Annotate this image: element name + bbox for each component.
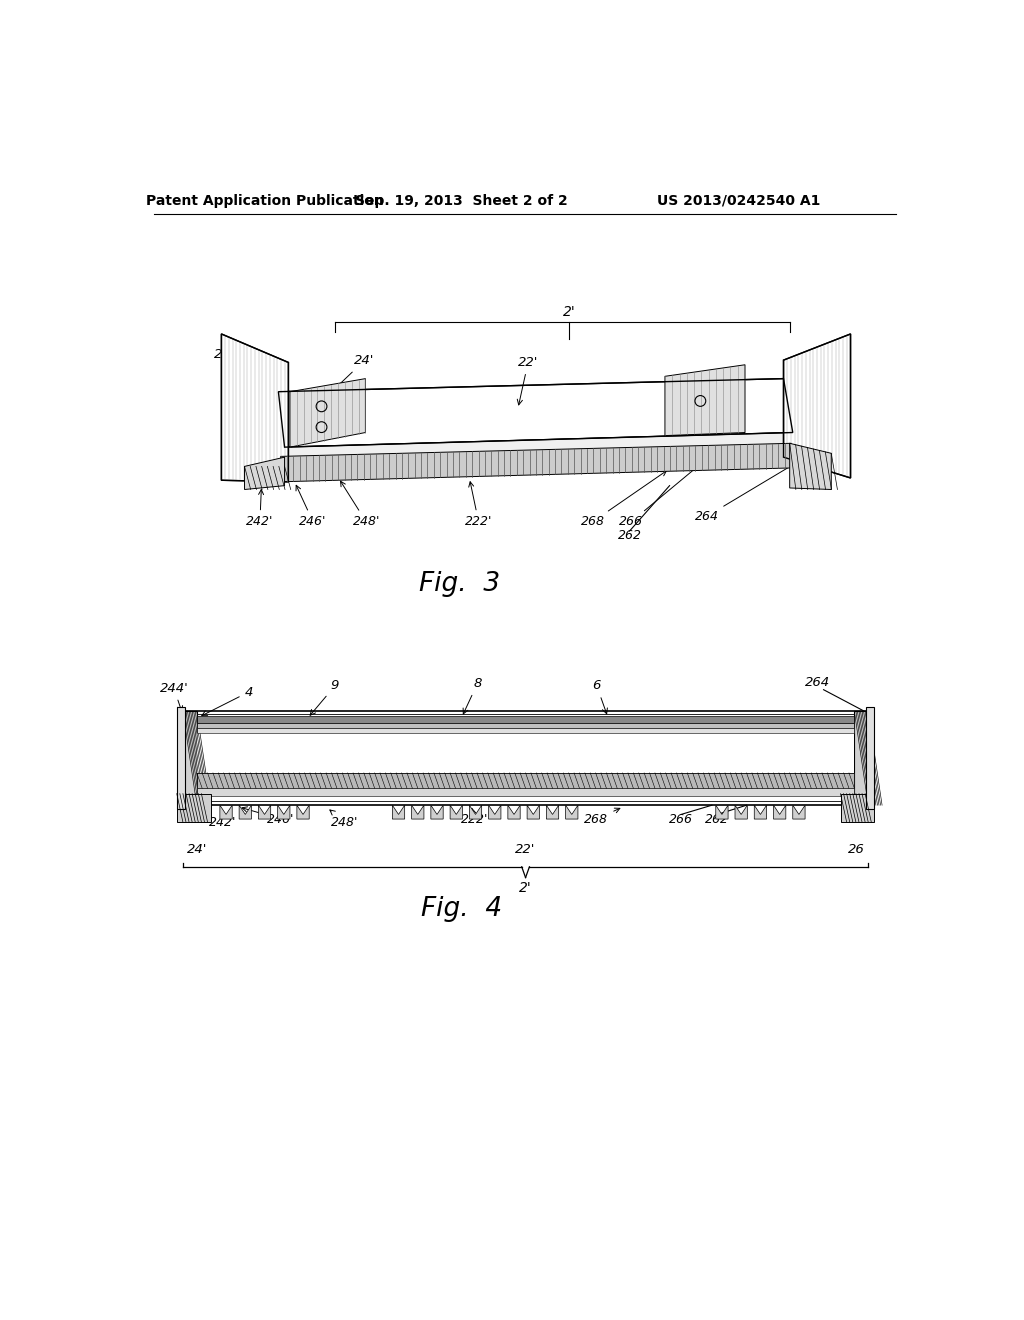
Polygon shape xyxy=(297,805,309,818)
Text: 26: 26 xyxy=(811,358,828,371)
Text: Fig.  3: Fig. 3 xyxy=(419,572,500,597)
Text: 268: 268 xyxy=(585,808,620,825)
Polygon shape xyxy=(431,805,443,818)
Text: 266: 266 xyxy=(620,463,701,528)
Polygon shape xyxy=(220,805,232,818)
Polygon shape xyxy=(221,334,289,482)
Text: 222': 222' xyxy=(465,482,493,528)
Text: 24': 24' xyxy=(332,354,374,391)
Polygon shape xyxy=(773,805,785,818)
Text: 242': 242' xyxy=(246,490,273,528)
Text: 264: 264 xyxy=(694,462,797,523)
Polygon shape xyxy=(197,733,854,774)
Text: 22': 22' xyxy=(515,843,535,857)
Polygon shape xyxy=(716,805,728,818)
Text: 22': 22' xyxy=(517,356,539,405)
Polygon shape xyxy=(279,379,793,447)
Text: 244': 244' xyxy=(213,348,244,371)
Text: 262: 262 xyxy=(617,529,641,543)
Polygon shape xyxy=(240,805,252,818)
Text: 246': 246' xyxy=(242,807,294,825)
Polygon shape xyxy=(197,715,854,723)
Polygon shape xyxy=(469,805,481,818)
Text: 2': 2' xyxy=(563,305,575,319)
Text: 244': 244' xyxy=(160,681,188,711)
Polygon shape xyxy=(183,711,868,805)
Text: 4: 4 xyxy=(202,685,253,715)
Polygon shape xyxy=(412,805,424,818)
Polygon shape xyxy=(245,457,285,490)
Polygon shape xyxy=(866,708,874,809)
Text: 268: 268 xyxy=(581,471,667,528)
Text: 6: 6 xyxy=(593,680,607,714)
Polygon shape xyxy=(197,774,854,788)
Polygon shape xyxy=(783,334,851,478)
Polygon shape xyxy=(392,805,404,818)
Text: 24': 24' xyxy=(186,843,207,857)
Polygon shape xyxy=(290,379,366,447)
Polygon shape xyxy=(755,805,767,818)
Text: Fig.  4: Fig. 4 xyxy=(421,896,502,923)
Text: 9: 9 xyxy=(310,680,339,715)
Polygon shape xyxy=(547,805,559,818)
Polygon shape xyxy=(841,793,874,822)
Text: 266: 266 xyxy=(669,813,693,825)
Text: 2': 2' xyxy=(519,880,531,895)
Text: 248': 248' xyxy=(341,482,380,528)
Polygon shape xyxy=(793,805,805,818)
Polygon shape xyxy=(177,793,211,822)
Polygon shape xyxy=(508,805,520,818)
Polygon shape xyxy=(565,805,578,818)
Polygon shape xyxy=(281,444,792,482)
Polygon shape xyxy=(183,711,197,805)
Text: Sep. 19, 2013  Sheet 2 of 2: Sep. 19, 2013 Sheet 2 of 2 xyxy=(355,194,568,207)
Text: 264: 264 xyxy=(805,676,830,689)
Polygon shape xyxy=(488,805,501,818)
Polygon shape xyxy=(451,805,463,818)
Text: 26: 26 xyxy=(848,843,864,857)
Text: 246': 246' xyxy=(296,486,327,528)
Polygon shape xyxy=(790,444,831,490)
Text: Patent Application Publication: Patent Application Publication xyxy=(146,194,384,207)
Polygon shape xyxy=(258,805,270,818)
Text: 262: 262 xyxy=(706,813,729,825)
Text: 222': 222' xyxy=(461,809,488,825)
Polygon shape xyxy=(278,805,290,818)
Polygon shape xyxy=(177,708,185,809)
Text: 248': 248' xyxy=(330,810,358,829)
Polygon shape xyxy=(854,711,868,805)
Polygon shape xyxy=(197,729,854,733)
Polygon shape xyxy=(285,433,793,470)
Polygon shape xyxy=(527,805,540,818)
Polygon shape xyxy=(735,805,748,818)
Polygon shape xyxy=(197,723,854,729)
Text: 8: 8 xyxy=(463,677,481,714)
Text: US 2013/0242540 A1: US 2013/0242540 A1 xyxy=(657,194,820,207)
Text: 242': 242' xyxy=(203,809,237,829)
Polygon shape xyxy=(197,788,854,796)
Polygon shape xyxy=(665,364,745,436)
